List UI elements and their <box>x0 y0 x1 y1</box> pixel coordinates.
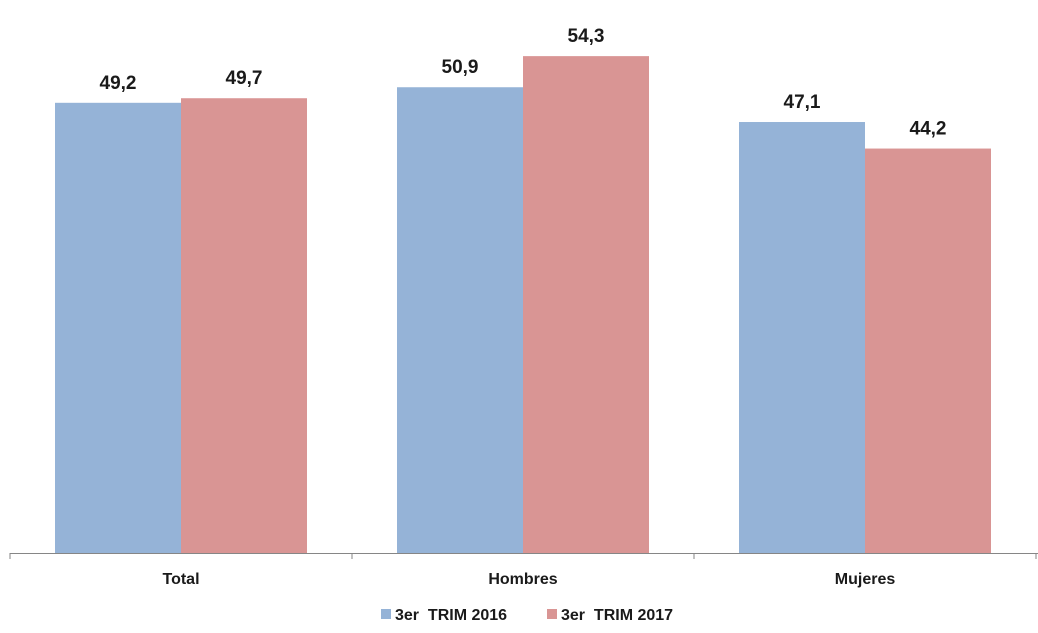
bar-mujeres-series-2 <box>865 148 991 553</box>
data-label-total-series-1: 49,2 <box>100 73 137 94</box>
x-tick-label-hombres: Hombres <box>488 571 557 588</box>
x-tick-label-total: Total <box>162 571 199 588</box>
bar-mujeres-series-1 <box>739 122 865 553</box>
x-tick-label-mujeres: Mujeres <box>835 571 896 588</box>
legend: 3er TRIM 2016 3er TRIM 2017 <box>381 607 673 624</box>
data-label-total-series-2: 49,7 <box>226 68 263 89</box>
data-label-hombres-series-1: 50,9 <box>442 57 479 78</box>
bars-layer <box>55 56 991 554</box>
bar-hombres-series-2 <box>523 56 649 553</box>
bar-total-series-2 <box>181 98 307 553</box>
legend-label-series-1: 3er TRIM 2016 <box>395 607 507 624</box>
data-label-hombres-series-2: 54,3 <box>568 26 605 47</box>
data-label-mujeres-series-2: 44,2 <box>910 119 947 140</box>
bar-hombres-series-1 <box>397 87 523 553</box>
legend-swatch-series-2 <box>547 609 557 619</box>
x-axis: Total Hombres Mujeres <box>9 553 1038 588</box>
legend-swatch-series-1 <box>381 609 391 619</box>
value-labels-layer: 49,2 49,7 50,9 54,3 47,1 44,2 <box>100 26 947 139</box>
data-label-mujeres-series-1: 47,1 <box>784 92 821 113</box>
legend-label-series-2: 3er TRIM 2017 <box>561 607 673 624</box>
bar-total-series-1 <box>55 102 181 554</box>
